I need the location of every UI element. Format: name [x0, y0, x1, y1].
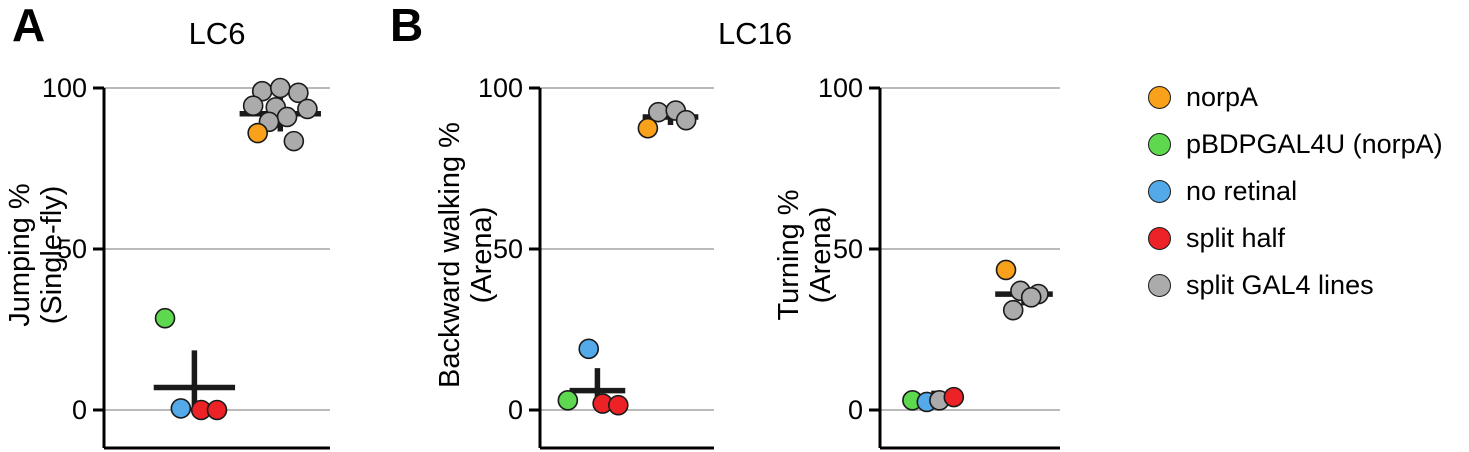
data-point-split_GAL4 — [242, 95, 264, 117]
norpa-dot-icon — [1148, 86, 1171, 109]
y-tick-label: 0 — [508, 395, 523, 425]
panel-a-title: LC6 — [188, 16, 246, 51]
legend-label-pbdpgal4u: pBDPGAL4U (norpA) — [1186, 129, 1443, 159]
scatter-plot-backward-walking: 0 50 100 — [478, 73, 714, 450]
data-point-pBDPGAL4U — [557, 390, 579, 411]
legend: norpA pBDPGAL4U (norpA) no retinal split… — [1148, 82, 1443, 317]
data-point-norpA — [637, 117, 659, 139]
data-point-split_GAL4 — [276, 106, 298, 128]
no-retinal-dot-icon — [1148, 180, 1171, 203]
data-point-norpA — [995, 259, 1017, 281]
ylabel-jumping-line1: Jumping % — [4, 183, 36, 327]
data-point-split_half — [608, 394, 629, 416]
y-tick-label: 100 — [42, 73, 87, 103]
data-point-split_GAL4 — [283, 130, 305, 152]
data-point-no_retinal — [170, 398, 192, 419]
data-point-split_GAL4 — [288, 82, 309, 104]
ylabel-backward-walking-line1: Backward walking % — [434, 122, 466, 388]
panel-b-title: LC16 — [717, 16, 793, 51]
split-gal4-dot-icon — [1148, 274, 1171, 297]
legend-label-split-gal4: split GAL4 lines — [1186, 270, 1374, 300]
y-tick-label: 50 — [57, 234, 87, 264]
legend-label-split-half: split half — [1186, 223, 1286, 253]
scatter-plot-jumping: 0 50 100 — [42, 73, 330, 450]
y-tick-label: 0 — [72, 395, 87, 425]
data-point-split_GAL4 — [269, 77, 291, 99]
ylabel-turning-line1: Turning % — [773, 189, 805, 321]
y-tick-label: 100 — [478, 73, 523, 103]
data-point-pBDPGAL4U — [154, 307, 176, 329]
panel-b-letter: B — [390, 0, 424, 51]
legend-item-no-retinal: no retinal — [1148, 176, 1443, 207]
data-point-split_GAL4 — [1020, 287, 1042, 308]
split-half-dot-icon — [1148, 227, 1171, 250]
data-point-split_GAL4 — [1002, 299, 1024, 321]
panel-a-letter: A — [12, 0, 46, 51]
y-tick-label: 0 — [848, 395, 863, 425]
legend-label-norpa: norpA — [1186, 82, 1259, 112]
legend-item-split-half: split half — [1148, 223, 1443, 254]
data-point-norpA — [247, 122, 268, 144]
legend-item-split-gal4: split GAL4 lines — [1148, 270, 1443, 301]
data-point-split_half — [206, 399, 228, 421]
legend-item-pbdpgal4u: pBDPGAL4U (norpA) — [1148, 129, 1443, 160]
data-point-split_half — [943, 386, 965, 408]
data-point-no_retinal — [578, 338, 600, 360]
legend-label-no-retinal: no retinal — [1186, 176, 1298, 206]
legend-item-norpa: norpA — [1148, 82, 1443, 113]
y-tick-label: 50 — [493, 234, 523, 264]
data-point-split_GAL4 — [297, 98, 318, 120]
data-point-split_GAL4 — [675, 109, 697, 131]
y-tick-label: 50 — [833, 234, 863, 264]
pbdpgal4u-dot-icon — [1148, 133, 1171, 156]
y-tick-label: 100 — [818, 73, 863, 103]
scatter-plot-turning: 0 50 100 — [818, 73, 1060, 450]
